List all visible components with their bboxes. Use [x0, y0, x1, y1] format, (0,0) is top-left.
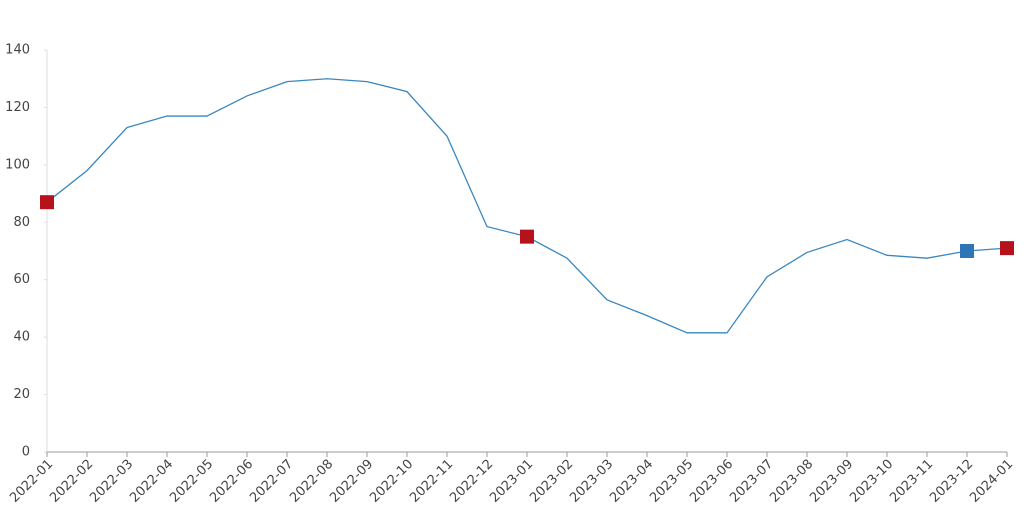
- x-tick-label: 2023-01: [487, 457, 536, 506]
- series-line: [46, 78, 1008, 334]
- x-tick-label: 2022-09: [327, 457, 376, 506]
- y-tick-label: 100: [5, 157, 30, 172]
- y-tick-label: 80: [13, 215, 30, 230]
- point-marker: [960, 244, 974, 258]
- x-tick-label: 2024-01: [967, 457, 1016, 506]
- x-tick-label: 2022-08: [287, 457, 336, 506]
- x-tick-label: 2022-12: [447, 457, 496, 506]
- y-tick-label: 20: [13, 387, 30, 402]
- x-tick-label: 2022-01: [7, 457, 56, 506]
- x-tick-label: 2023-10: [847, 457, 896, 506]
- y-tick-label: 0: [22, 445, 30, 460]
- x-tick-label: 2022-02: [47, 457, 96, 506]
- y-tick-label: 60: [13, 272, 30, 287]
- x-tick-label: 2022-11: [407, 457, 456, 506]
- x-tick-label: 2023-03: [567, 457, 616, 506]
- x-tick-label: 2022-05: [167, 457, 216, 506]
- y-tick-label: 120: [5, 100, 30, 115]
- x-tick-label: 2023-04: [607, 457, 656, 506]
- x-tick-label: 2023-07: [727, 457, 776, 506]
- x-tick-label: 2023-05: [647, 457, 696, 506]
- x-tick-label: 2023-06: [687, 457, 736, 506]
- y-tick-label: 140: [5, 43, 30, 58]
- point-marker: [520, 229, 534, 244]
- point-marker: [1000, 241, 1014, 256]
- x-tick-label: 2022-06: [207, 457, 256, 506]
- point-marker: [40, 195, 54, 210]
- y-tick-label: 40: [13, 330, 30, 345]
- x-tick-label: 2023-08: [767, 457, 816, 506]
- x-tick-label: 2023-02: [527, 457, 576, 506]
- x-tick-label: 2022-10: [367, 457, 416, 506]
- x-tick-label: 2022-03: [87, 457, 136, 506]
- x-tick-label: 2022-04: [127, 457, 176, 506]
- x-tick-label: 2023-12: [927, 457, 976, 506]
- x-tick-label: 2023-11: [887, 457, 936, 506]
- x-tick-label: 2023-09: [807, 457, 856, 506]
- x-tick-label: 2022-07: [247, 457, 296, 506]
